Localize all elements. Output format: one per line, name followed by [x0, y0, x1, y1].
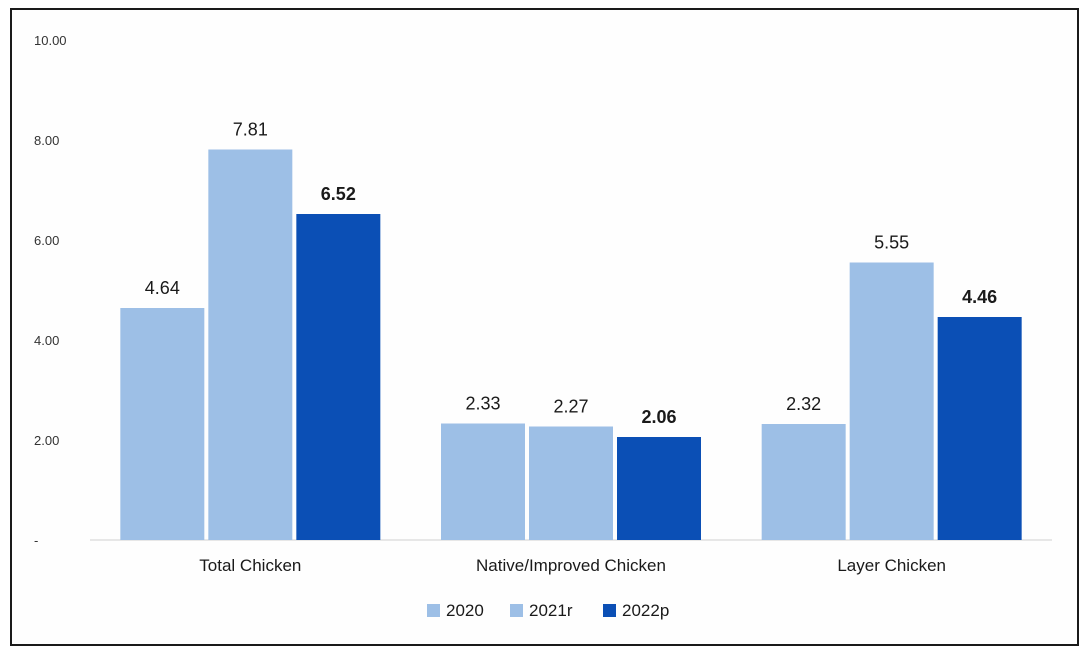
- legend-swatch: [427, 604, 440, 617]
- bar-2022p: [296, 214, 381, 540]
- bar-2022p: [937, 317, 1022, 540]
- data-label: 5.55: [874, 233, 909, 253]
- data-label: 6.52: [321, 184, 356, 204]
- bar-2020: [441, 423, 525, 540]
- bar-2021r: [529, 426, 613, 540]
- category-label: Native/Improved Chicken: [476, 556, 666, 575]
- y-tick-label: 6.00: [34, 233, 59, 248]
- category-label: Layer Chicken: [837, 556, 946, 575]
- legend-label: 2021r: [529, 601, 573, 620]
- legend-swatch: [603, 604, 616, 617]
- legend-label: 2022p: [622, 601, 669, 620]
- data-label: 2.27: [553, 397, 588, 417]
- legend-label: 2020: [446, 601, 484, 620]
- data-label: 4.46: [962, 287, 997, 307]
- y-tick-label: 10.00: [34, 33, 67, 48]
- bar-2020: [120, 308, 205, 540]
- category-label: Total Chicken: [199, 556, 301, 575]
- bar-2021r: [208, 149, 293, 540]
- bar-2021r: [849, 262, 934, 540]
- legend-swatch: [510, 604, 523, 617]
- data-label: 2.32: [786, 394, 821, 414]
- data-label: 4.64: [145, 278, 180, 298]
- y-tick-label: 4.00: [34, 333, 59, 348]
- y-tick-label: 8.00: [34, 133, 59, 148]
- data-label: 7.81: [233, 120, 268, 140]
- y-tick-label: 2.00: [34, 433, 59, 448]
- bar-2020: [761, 424, 846, 540]
- data-label: 2.33: [465, 394, 500, 414]
- data-label: 2.06: [641, 407, 676, 427]
- bar-2022p: [617, 437, 701, 540]
- y-tick-label: -: [34, 533, 38, 548]
